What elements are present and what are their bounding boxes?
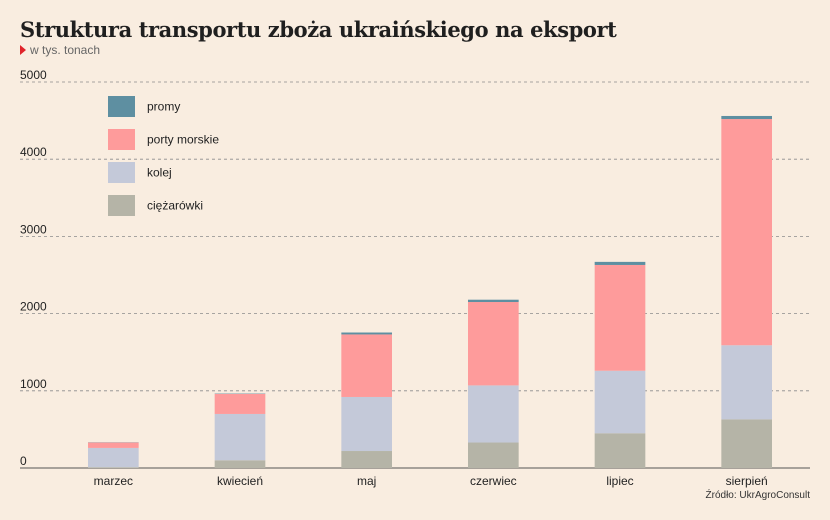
chart-subtitle: w tys. tonach (20, 43, 100, 57)
bar-segment (721, 115, 772, 120)
bar-segment (468, 442, 519, 468)
y-tick-label: 5000 (20, 68, 47, 82)
subtitle-text: w tys. tonach (30, 43, 101, 57)
bar-segment (214, 460, 266, 468)
bar-segment (594, 261, 646, 265)
bar-segment (341, 451, 392, 468)
y-tick-label: 2000 (20, 300, 47, 314)
bar-segment (88, 447, 139, 468)
bar-segment (214, 393, 266, 414)
legend-label: porty morskie (147, 133, 219, 147)
source-note: Źródło: UkrAgroConsult (705, 490, 810, 501)
x-tick-label: kwiecień (217, 474, 263, 488)
bar-segment (594, 433, 646, 468)
bar-segment (88, 442, 139, 448)
y-tick-label: 4000 (20, 145, 47, 159)
legend-swatch (108, 195, 135, 216)
bar-segment (594, 370, 646, 434)
legend-label: kolej (147, 166, 172, 180)
bar-segment (468, 385, 519, 443)
bar-segment (468, 299, 519, 303)
bar-segment (721, 345, 772, 420)
legend-swatch (108, 162, 135, 183)
bar-segment (721, 419, 772, 468)
bar-segment (721, 119, 772, 346)
legend-swatch (108, 129, 135, 150)
bar-segment (88, 467, 139, 468)
bar-segment (214, 413, 266, 461)
bar-segment (468, 302, 519, 386)
arrow-icon (20, 45, 26, 55)
x-tick-label: maj (357, 474, 376, 488)
legend-label: promy (147, 100, 180, 114)
x-tick-label: marzec (94, 474, 133, 488)
y-tick-label: 0 (20, 454, 27, 468)
bar-segment (341, 334, 392, 397)
chart-title: Struktura transportu zboża ukraińskiego … (20, 17, 617, 42)
x-tick-label: czerwiec (470, 474, 517, 488)
bar-segment (341, 396, 392, 452)
x-tick-label: sierpień (726, 474, 768, 488)
bar-segment (594, 264, 646, 371)
legend-swatch (108, 96, 135, 117)
x-tick-label: lipiec (606, 474, 633, 488)
bar-segment (341, 332, 392, 335)
legend-label: ciężarówki (147, 199, 203, 213)
y-tick-label: 3000 (20, 222, 47, 236)
y-tick-label: 1000 (20, 377, 47, 391)
